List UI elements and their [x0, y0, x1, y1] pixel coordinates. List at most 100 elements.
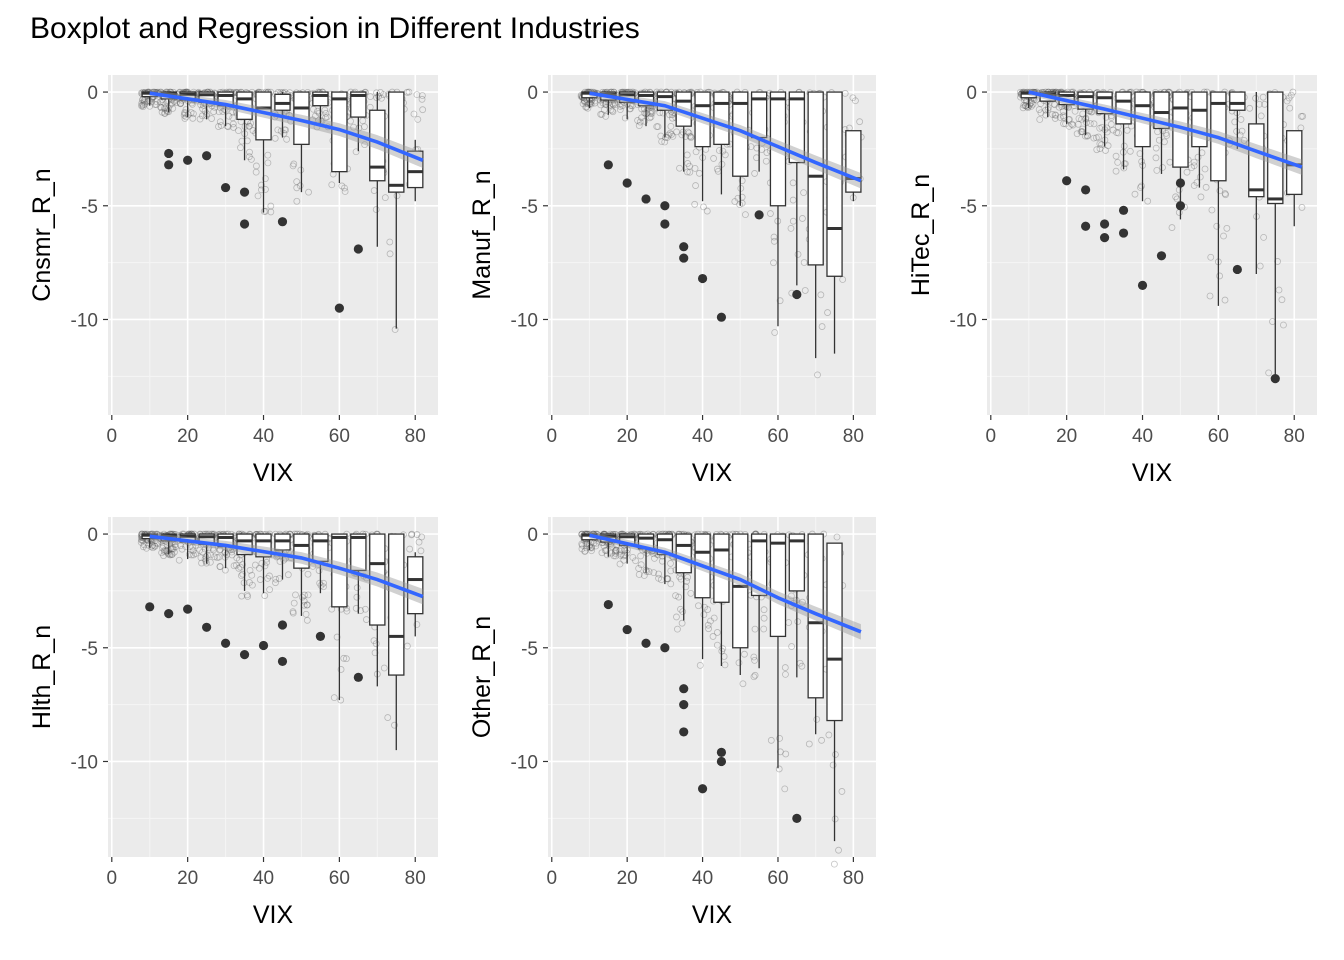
scatter-point — [1131, 190, 1139, 198]
scatter-point — [1257, 112, 1265, 120]
box — [312, 533, 329, 594]
scatter-point — [139, 543, 147, 551]
outlier-point — [239, 649, 250, 660]
x-tick-label: 40 — [692, 868, 713, 889]
scatter-point — [1095, 133, 1102, 141]
scatter-point — [247, 155, 255, 163]
outlier-point — [334, 303, 344, 313]
scatter-point — [1075, 115, 1083, 122]
scatter-point — [776, 734, 783, 742]
scatter-point — [814, 371, 821, 379]
box — [1229, 91, 1246, 149]
scatter-point — [578, 540, 586, 548]
outlier-point — [183, 604, 193, 614]
scatter-point — [175, 556, 183, 564]
scatter-point — [600, 106, 608, 114]
scatter-point — [676, 164, 683, 172]
box — [255, 91, 272, 213]
scatter-point — [1213, 222, 1221, 230]
scatter-point — [216, 118, 224, 126]
facet-panel: 0 20 40 60 80 0 -5 -10 VIX Manuf_R_n — [468, 75, 876, 487]
scatter-point — [272, 575, 280, 583]
scatter-point — [202, 557, 210, 565]
scatter-point — [208, 115, 215, 122]
scatter-point — [1298, 204, 1306, 211]
scatter-point — [216, 563, 224, 571]
box-body — [788, 91, 806, 164]
outlier-point — [792, 289, 802, 300]
outlier-point — [754, 210, 764, 220]
scatter-point — [638, 114, 645, 122]
scatter-point — [1252, 94, 1260, 102]
scatter-point — [1096, 145, 1104, 152]
scatter-point — [651, 555, 658, 562]
scatter-point — [781, 785, 789, 793]
scatter-point — [341, 188, 349, 195]
scatter-point — [189, 114, 197, 122]
outlier-point — [145, 602, 155, 612]
scatter-point — [1287, 91, 1295, 99]
scatter-point — [682, 133, 689, 140]
scatter-point — [787, 224, 795, 232]
y-tick-label: 0 — [966, 83, 977, 104]
scatter-point — [1137, 184, 1144, 191]
scatter-point — [1190, 182, 1198, 189]
scatter-point — [588, 544, 595, 552]
outlier-point — [1118, 205, 1129, 215]
scatter-point — [302, 610, 310, 618]
scatter-point — [185, 550, 193, 558]
scatter-point — [1256, 262, 1264, 270]
scatter-point — [710, 614, 718, 622]
box-body — [350, 533, 367, 572]
scatter-point — [248, 571, 256, 579]
box — [217, 533, 234, 569]
scatter-point — [252, 168, 260, 176]
box — [807, 533, 824, 735]
scatter-point — [293, 184, 301, 192]
scatter-point — [655, 570, 663, 578]
outlier-point — [1175, 201, 1186, 211]
scatter-point — [578, 541, 586, 549]
x-tick-label: 20 — [617, 426, 638, 447]
scatter-point — [140, 97, 148, 105]
box — [350, 91, 367, 152]
outlier-point — [202, 622, 212, 632]
scatter-point — [610, 101, 617, 108]
scatter-point — [1201, 165, 1209, 173]
scatter-point — [1112, 167, 1120, 175]
scatter-point — [228, 548, 236, 556]
scatter-point — [635, 564, 643, 572]
scatter-point — [606, 102, 614, 109]
scatter-point — [337, 666, 345, 673]
scatter-point — [1265, 369, 1273, 377]
scatter-point — [781, 664, 789, 671]
scatter-point — [198, 559, 205, 567]
scatter-point — [675, 593, 683, 601]
regression-ci-band — [1028, 88, 1302, 175]
scatter-point — [581, 98, 589, 106]
scatter-point — [271, 134, 279, 142]
scatter-point — [1259, 93, 1267, 101]
scatter-point — [228, 551, 236, 559]
scatter-point — [750, 673, 758, 681]
scatter-point — [303, 601, 311, 609]
scatter-point — [584, 104, 592, 112]
outlier-point — [679, 242, 689, 252]
x-tick-label: 60 — [767, 868, 788, 889]
scatter-point — [1108, 114, 1115, 121]
box-body — [407, 556, 424, 615]
scatter-point — [283, 135, 291, 143]
scatter-point — [315, 567, 323, 574]
scatter-point — [610, 552, 618, 560]
scatter-point — [679, 608, 687, 616]
scatter-point — [408, 530, 416, 538]
outlier-point — [1081, 185, 1091, 195]
x-tick-label: 20 — [177, 426, 198, 447]
scatter-point — [197, 554, 205, 562]
x-tick-label: 80 — [843, 426, 864, 447]
scatter-point — [1299, 112, 1307, 120]
scatter-point — [849, 94, 857, 102]
scatter-point — [362, 605, 369, 613]
scatter-point — [224, 123, 232, 131]
y-tick-label: -5 — [521, 639, 538, 660]
